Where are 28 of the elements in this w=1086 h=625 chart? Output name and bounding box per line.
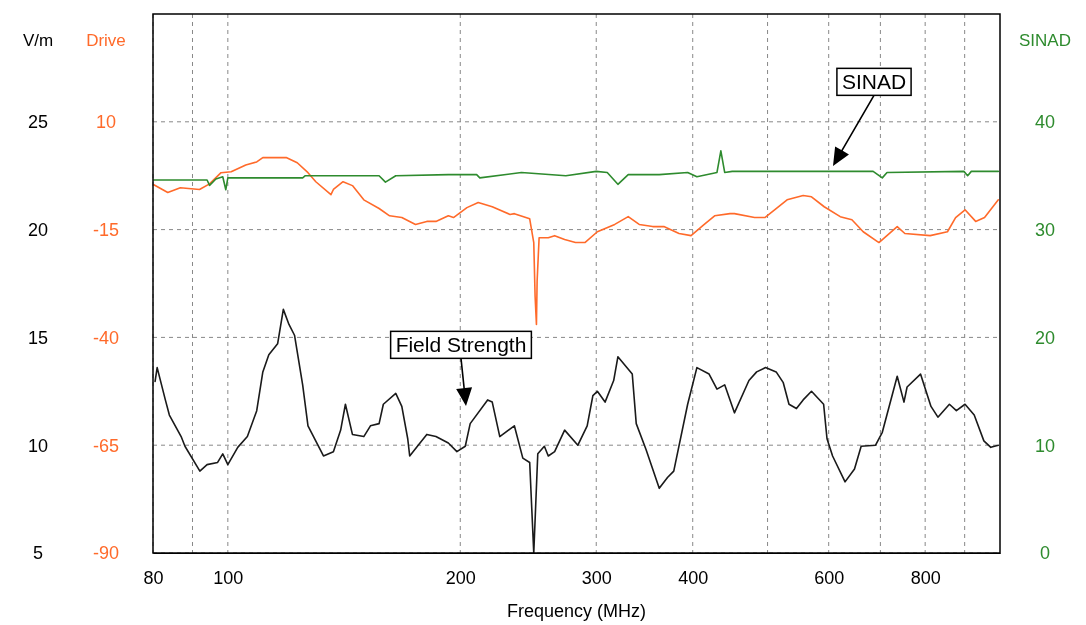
x-tick-label: 300 [581,567,612,588]
y3-tick-label: -15 [92,219,120,240]
y3-tick-label: 10 [95,112,117,133]
y3-axis-title: Drive [86,31,126,50]
x-axis-title: Frequency (MHz) [506,601,647,621]
y-tick-label: 5 [32,543,44,564]
y2-tick-label: 20 [1034,327,1056,348]
y-tick-label: 20 [27,219,49,240]
y3-tick-label: -65 [92,435,120,456]
x-tick-label: 600 [814,567,845,588]
annotation: SINAD [841,70,907,94]
y3-tick-label: -90 [92,543,120,564]
x-tick-label: 800 [910,567,941,588]
y-tick-label: 25 [27,112,49,133]
y2-tick-label: 30 [1034,219,1056,240]
x-tick-label: 100 [213,567,244,588]
y2-axis-title: SINAD [1019,31,1071,50]
y3-tick-label: -40 [92,327,120,348]
y-tick-label: 15 [27,327,49,348]
x-tick-label: 200 [445,567,476,588]
y2-tick-label: 0 [1039,543,1051,564]
x-tick-label: 400 [678,567,709,588]
y-axis-title: V/m [22,31,54,50]
x-tick-label: 80 [143,567,164,588]
y2-tick-label: 10 [1034,435,1056,456]
annotation: Field Strength [395,333,527,357]
y-tick-label: 10 [27,435,49,456]
y2-tick-label: 40 [1034,112,1056,133]
